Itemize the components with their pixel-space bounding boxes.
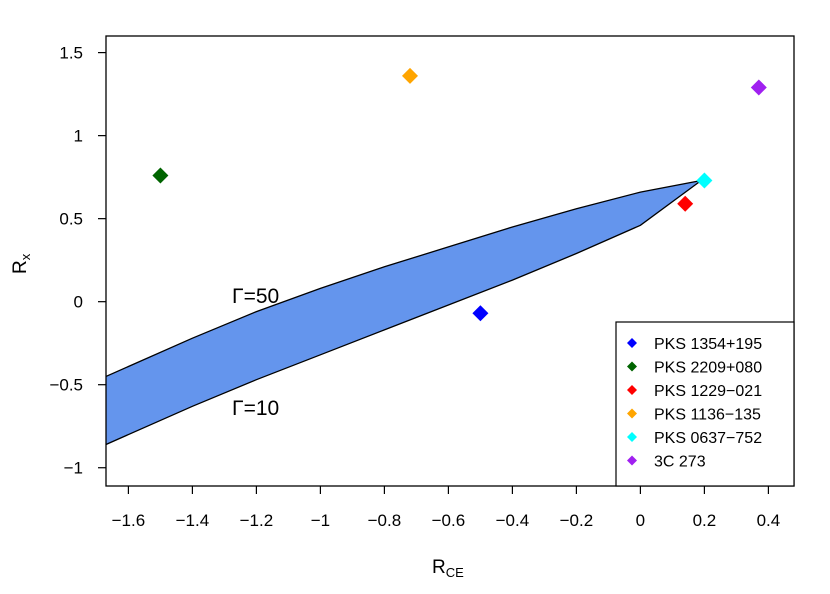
x-tick-label: −0.6 [432, 511, 466, 530]
y-tick-label: −1 [64, 459, 83, 478]
x-tick-label: 0 [636, 511, 645, 530]
legend-entry: 3C 273 [654, 454, 706, 471]
data-point [472, 305, 489, 322]
data-points [152, 67, 767, 322]
y-tick-label: 1.5 [59, 44, 83, 63]
data-point [696, 172, 713, 189]
legend-entry: PKS 1229−021 [654, 383, 762, 400]
legend-entry: PKS 1136−135 [654, 407, 761, 424]
legend-marker [627, 361, 637, 372]
band-fill [106, 180, 702, 445]
data-point [152, 167, 169, 184]
legend-box [615, 321, 795, 487]
gamma-50-curve [106, 179, 702, 377]
x-tick-label: −1.2 [240, 511, 274, 530]
x-axis-title: RCE [432, 557, 464, 580]
data-point [677, 195, 694, 212]
x-tick-label: −1 [311, 511, 330, 530]
legend-marker [627, 408, 637, 419]
legend-marker [627, 432, 637, 442]
legend-entry: PKS 1354+195 [654, 336, 762, 353]
y-tick-label: 0 [74, 293, 83, 312]
legend-marker [627, 338, 637, 348]
y-tick-label: 0.5 [59, 210, 83, 229]
gamma-10-label: Γ=10 [232, 397, 279, 420]
data-point [402, 67, 418, 84]
x-axis: −1.6 −1.4 −1.2 −1 −0.8 −0.6 −0.4 −0.2 0 0.2 0.4 [112, 486, 781, 530]
legend-marker [627, 385, 637, 395]
x-tick-label: −1.6 [112, 511, 146, 530]
y-tick-label: −0.5 [49, 376, 83, 395]
y-axis: −1 −0.5 0 0.5 1 1.5 [49, 44, 106, 478]
x-tick-label: 0.4 [757, 511, 781, 530]
y-axis-title: Rx [10, 253, 33, 274]
legend-entry: PKS 0637−752 [654, 430, 762, 447]
x-tick-label: −0.8 [368, 511, 402, 530]
gamma-band-region [106, 179, 702, 446]
x-tick-label: 0.2 [693, 511, 717, 530]
plot-frame [105, 35, 795, 487]
gamma-50-label: Γ=50 [232, 285, 279, 308]
x-tick-label: −0.4 [496, 511, 530, 530]
x-tick-label: −0.2 [560, 511, 594, 530]
y-tick-label: 1 [74, 127, 83, 146]
data-point [750, 79, 767, 96]
legend: PKS 1354+195 PKS 2209+080 PKS 1229−021 PKS … [615, 321, 795, 487]
gamma-10-curve [106, 179, 702, 446]
legend-entry: PKS 2209+080 [654, 360, 762, 377]
x-tick-label: −1.4 [176, 511, 210, 530]
legend-marker [627, 455, 637, 466]
